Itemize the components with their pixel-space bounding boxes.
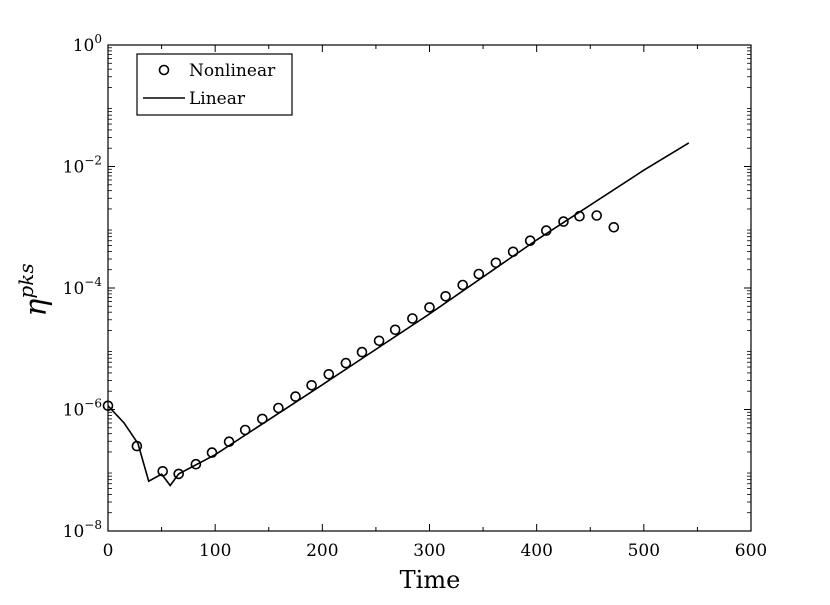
data-point-nonlinear (190, 458, 202, 470)
y-axis-label-superscript: pks (14, 263, 38, 298)
data-point-nonlinear (173, 468, 184, 480)
y-tick-label: 10−6 (63, 397, 102, 421)
data-point-nonlinear (473, 268, 485, 280)
x-tick-label: 200 (306, 541, 338, 561)
series-line-linear (107, 142, 690, 487)
data-point-nonlinear (457, 279, 469, 291)
series-layer (102, 142, 690, 487)
legend: Nonlinear Linear (136, 53, 293, 116)
data-point-nonlinear (373, 335, 385, 347)
x-tick-label: 600 (735, 541, 767, 561)
ticks-layer: 0 100 200 300 400 500 600 10−8 10−6 10−4 10−2 100 (63, 32, 768, 561)
x-tick-label: 100 (199, 541, 231, 561)
data-point-nonlinear (306, 379, 317, 391)
y-axis-label-base: η (19, 299, 54, 317)
x-tick-label: 300 (413, 541, 445, 561)
x-tick-label: 500 (628, 541, 660, 561)
data-point-nonlinear (407, 313, 418, 324)
y-tick-label: 10−8 (63, 518, 102, 542)
x-tick-label: 0 (103, 541, 114, 561)
data-point-nonlinear (591, 210, 603, 221)
y-tick-label: 10−2 (63, 154, 102, 178)
data-point-nonlinear (323, 368, 335, 380)
data-point-nonlinear (389, 324, 401, 336)
x-tick-label: 400 (520, 541, 552, 561)
data-point-nonlinear (608, 222, 620, 233)
legend-marker-nonlinear (158, 64, 170, 76)
x-axis-label: Time (400, 566, 461, 594)
data-point-nonlinear (290, 391, 301, 402)
y-tick-label: 100 (73, 32, 102, 56)
data-point-nonlinear (558, 216, 569, 227)
plot-area (108, 45, 751, 531)
legend-label-nonlinear: Nonlinear (189, 61, 276, 81)
legend-label-linear: Linear (189, 89, 246, 109)
data-point-nonlinear (356, 346, 368, 358)
data-point-nonlinear (340, 357, 352, 369)
y-axis-label: ηpks (14, 263, 54, 316)
data-point-nonlinear (424, 302, 435, 313)
legend-box (136, 53, 293, 116)
plot-frame (107, 44, 752, 532)
y-tick-label: 10−4 (63, 275, 103, 299)
data-point-nonlinear (440, 290, 451, 302)
